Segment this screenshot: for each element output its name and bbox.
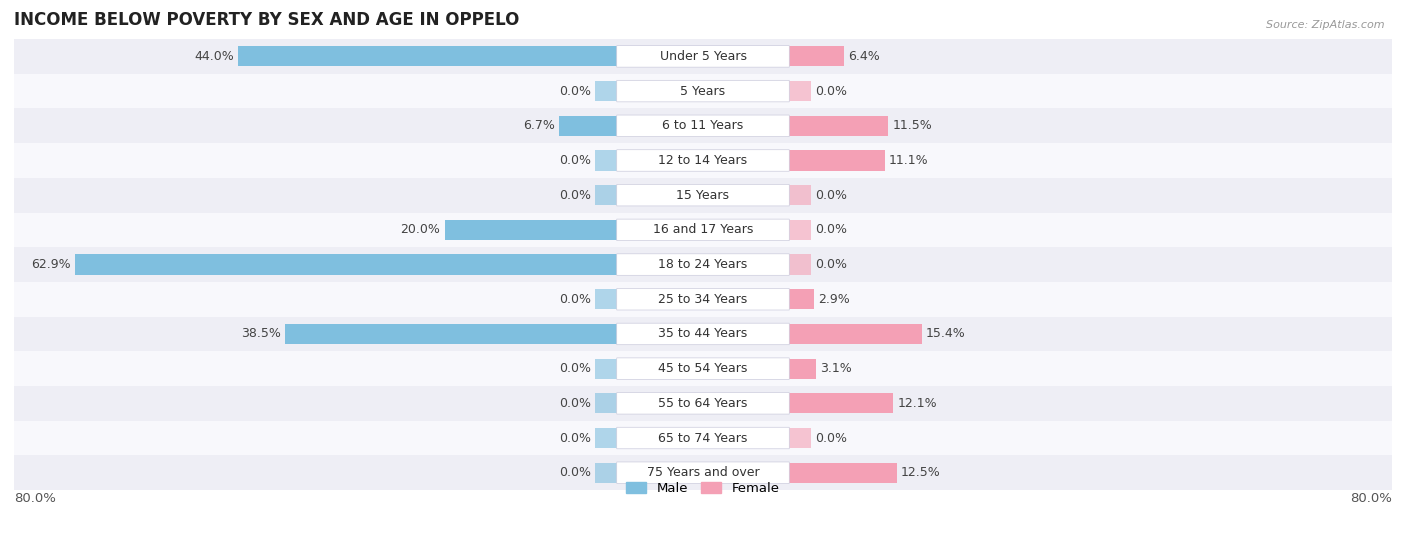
Text: 44.0%: 44.0%: [194, 50, 233, 63]
Text: 6.4%: 6.4%: [849, 50, 880, 63]
Bar: [789, 220, 811, 240]
Text: 35 to 44 Years: 35 to 44 Years: [658, 328, 748, 340]
Text: INCOME BELOW POVERTY BY SEX AND AGE IN OPPELO: INCOME BELOW POVERTY BY SEX AND AGE IN O…: [14, 11, 519, 29]
Text: 80.0%: 80.0%: [1350, 492, 1392, 505]
Bar: [14, 178, 1392, 213]
FancyBboxPatch shape: [617, 219, 789, 240]
Bar: [595, 289, 617, 309]
Text: 0.0%: 0.0%: [560, 293, 591, 306]
FancyBboxPatch shape: [617, 462, 789, 483]
Text: Under 5 Years: Under 5 Years: [659, 50, 747, 63]
FancyBboxPatch shape: [617, 80, 789, 102]
Bar: [789, 289, 814, 309]
Text: 0.0%: 0.0%: [815, 431, 846, 445]
Bar: [14, 108, 1392, 143]
Text: 12 to 14 Years: 12 to 14 Years: [658, 154, 748, 167]
Bar: [789, 46, 844, 66]
Text: 11.1%: 11.1%: [889, 154, 928, 167]
Bar: [14, 143, 1392, 178]
FancyBboxPatch shape: [617, 254, 789, 275]
Text: 0.0%: 0.0%: [560, 362, 591, 375]
Bar: [595, 359, 617, 379]
Text: 80.0%: 80.0%: [14, 492, 56, 505]
FancyBboxPatch shape: [617, 185, 789, 206]
Bar: [14, 282, 1392, 316]
Bar: [285, 324, 617, 344]
Text: 0.0%: 0.0%: [560, 154, 591, 167]
Bar: [789, 185, 811, 205]
FancyBboxPatch shape: [617, 150, 789, 171]
FancyBboxPatch shape: [617, 46, 789, 67]
Bar: [789, 324, 922, 344]
Text: 0.0%: 0.0%: [560, 466, 591, 479]
Text: 6.7%: 6.7%: [523, 119, 555, 132]
Text: 25 to 34 Years: 25 to 34 Years: [658, 293, 748, 306]
Text: 15 Years: 15 Years: [676, 189, 730, 201]
Text: 16 and 17 Years: 16 and 17 Years: [652, 223, 754, 237]
FancyBboxPatch shape: [617, 323, 789, 345]
Bar: [789, 116, 889, 136]
Bar: [14, 247, 1392, 282]
Text: 3.1%: 3.1%: [820, 362, 852, 375]
FancyBboxPatch shape: [617, 358, 789, 379]
Text: 0.0%: 0.0%: [815, 223, 846, 237]
Bar: [75, 254, 617, 275]
Bar: [789, 151, 884, 171]
Bar: [789, 463, 897, 483]
Text: 0.0%: 0.0%: [560, 397, 591, 410]
Bar: [560, 116, 617, 136]
Bar: [14, 74, 1392, 108]
Bar: [789, 428, 811, 448]
Text: 55 to 64 Years: 55 to 64 Years: [658, 397, 748, 410]
Text: 45 to 54 Years: 45 to 54 Years: [658, 362, 748, 375]
Text: 11.5%: 11.5%: [893, 119, 932, 132]
Text: 0.0%: 0.0%: [815, 85, 846, 98]
Text: 0.0%: 0.0%: [815, 258, 846, 271]
Legend: Male, Female: Male, Female: [621, 477, 785, 500]
FancyBboxPatch shape: [617, 288, 789, 310]
Text: 12.5%: 12.5%: [901, 466, 941, 479]
Bar: [14, 455, 1392, 490]
Bar: [789, 254, 811, 275]
Text: 5 Years: 5 Years: [681, 85, 725, 98]
Bar: [789, 393, 893, 413]
Bar: [14, 352, 1392, 386]
Bar: [595, 185, 617, 205]
Text: 18 to 24 Years: 18 to 24 Years: [658, 258, 748, 271]
Text: 6 to 11 Years: 6 to 11 Years: [662, 119, 744, 132]
Bar: [595, 81, 617, 101]
FancyBboxPatch shape: [617, 115, 789, 137]
Text: 75 Years and over: 75 Years and over: [647, 466, 759, 479]
Text: 15.4%: 15.4%: [927, 328, 966, 340]
Text: 62.9%: 62.9%: [31, 258, 70, 271]
Text: 65 to 74 Years: 65 to 74 Years: [658, 431, 748, 445]
Bar: [14, 39, 1392, 74]
Bar: [14, 386, 1392, 421]
Bar: [789, 81, 811, 101]
Bar: [595, 151, 617, 171]
Text: Source: ZipAtlas.com: Source: ZipAtlas.com: [1267, 20, 1385, 30]
Bar: [595, 463, 617, 483]
Text: 0.0%: 0.0%: [560, 431, 591, 445]
Text: 38.5%: 38.5%: [242, 328, 281, 340]
Bar: [595, 428, 617, 448]
Text: 0.0%: 0.0%: [815, 189, 846, 201]
Bar: [789, 359, 815, 379]
Bar: [14, 316, 1392, 352]
Text: 0.0%: 0.0%: [560, 85, 591, 98]
FancyBboxPatch shape: [617, 427, 789, 449]
Bar: [14, 421, 1392, 455]
FancyBboxPatch shape: [617, 393, 789, 414]
Bar: [238, 46, 617, 66]
Bar: [595, 393, 617, 413]
Text: 0.0%: 0.0%: [560, 189, 591, 201]
Text: 20.0%: 20.0%: [401, 223, 440, 237]
Bar: [14, 213, 1392, 247]
Bar: [444, 220, 617, 240]
Text: 12.1%: 12.1%: [897, 397, 938, 410]
Text: 2.9%: 2.9%: [818, 293, 851, 306]
